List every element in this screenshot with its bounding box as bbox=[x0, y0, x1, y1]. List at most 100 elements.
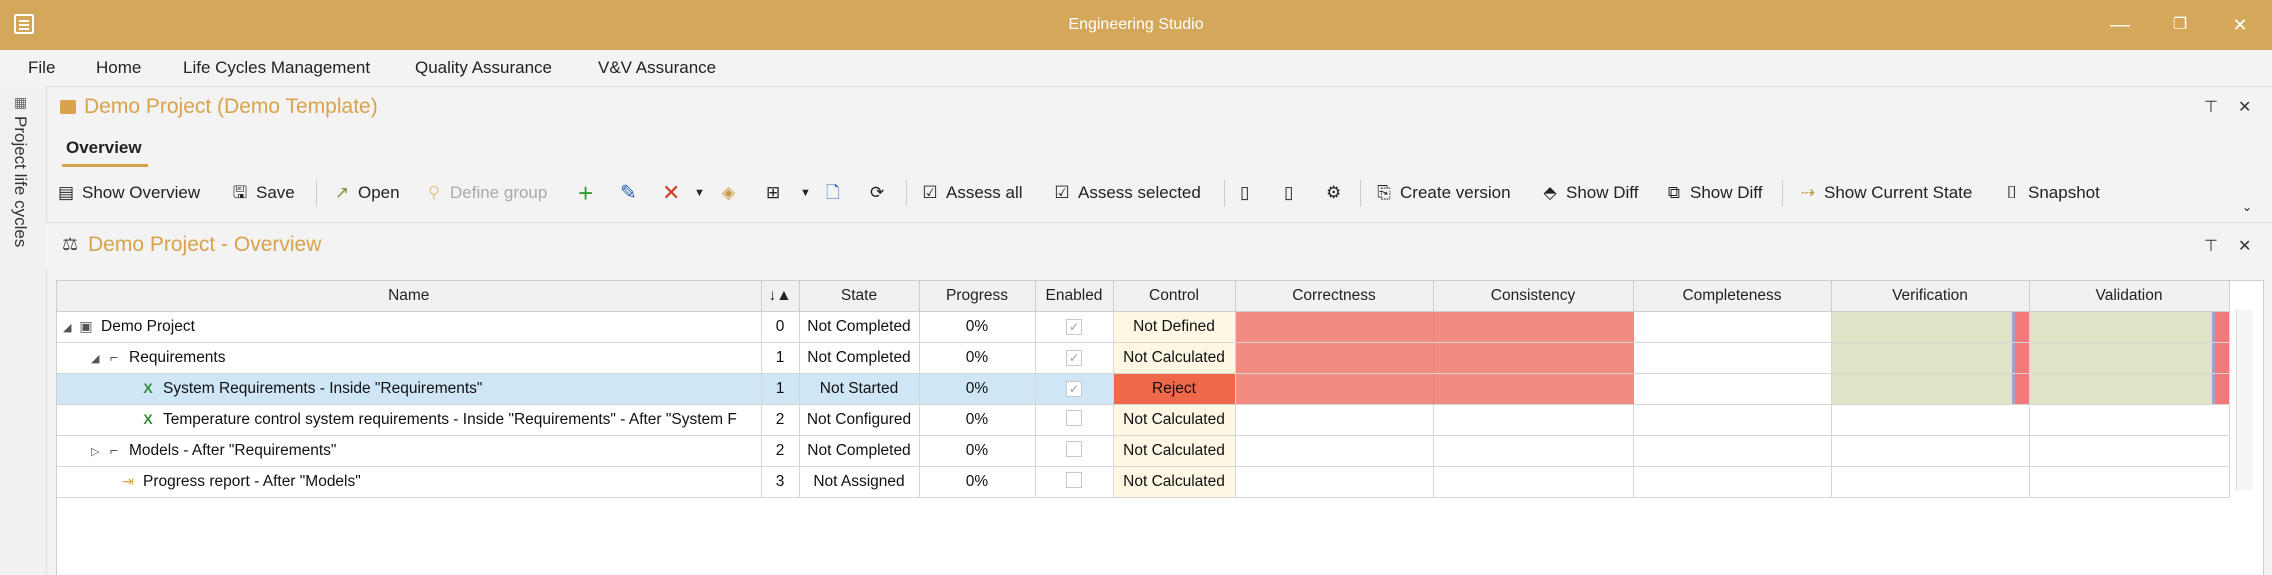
col-header-order[interactable]: ↓▲ bbox=[761, 281, 800, 312]
order-cell: 1 bbox=[761, 373, 800, 405]
show-diff-button-1[interactable]: ⬘ Show Diff bbox=[1542, 172, 1638, 214]
delete-icon[interactable]: ✕ bbox=[662, 180, 681, 205]
enabled-checkbox[interactable] bbox=[1066, 440, 1082, 457]
minimize-button[interactable]: — bbox=[2110, 14, 2130, 36]
camera-icon: ⌷ bbox=[2006, 183, 2018, 202]
restore-button[interactable]: ❐ bbox=[2172, 16, 2188, 33]
state-cell: Not Configured bbox=[799, 404, 920, 436]
correctness-cell bbox=[1235, 404, 1434, 436]
define-group-button[interactable]: ⚲ Define group bbox=[426, 172, 548, 214]
correctness-cell bbox=[1235, 373, 1434, 405]
consistency-cell bbox=[1433, 435, 1634, 467]
report-2-icon[interactable]: ▯ bbox=[1284, 183, 1294, 202]
overview-panel-icon: ⚖ bbox=[62, 234, 79, 254]
control-cell: Not Defined bbox=[1113, 311, 1236, 343]
overview-icon: ▤ bbox=[58, 183, 75, 202]
menu-vv-assurance[interactable]: V&V Assurance bbox=[598, 58, 717, 77]
snapshot-button[interactable]: ⌷ Snapshot bbox=[2004, 172, 2100, 214]
add-icon[interactable]: + bbox=[578, 178, 594, 208]
overview-grid: Name ↓▲ State Progress Enabled Control C… bbox=[56, 280, 2264, 575]
overview-pin-icon[interactable]: ⊤ bbox=[2204, 238, 2218, 255]
enabled-cell: ✓ bbox=[1035, 373, 1114, 405]
show-overview-button[interactable]: ▤ Show Overview bbox=[58, 172, 200, 214]
toolbar-separator bbox=[1224, 180, 1225, 206]
tab-overview[interactable]: Overview bbox=[66, 138, 142, 157]
col-header-name[interactable]: Name bbox=[57, 281, 762, 312]
table-row[interactable]: ◢ ▣ Demo Project 0 Not Completed 0% ✓ Not … bbox=[57, 311, 2230, 343]
open-button[interactable]: ↗ Open bbox=[334, 172, 400, 214]
tag-icon[interactable]: ◈ bbox=[722, 183, 736, 202]
menu-file[interactable]: File bbox=[28, 58, 56, 77]
consistency-cell bbox=[1433, 342, 1634, 374]
save-icon: 🖫 bbox=[232, 183, 248, 202]
name-cell[interactable]: ◢ ▣ Demo Project bbox=[57, 311, 762, 343]
col-header-correctness[interactable]: Correctness bbox=[1235, 281, 1434, 312]
project-panel-close-icon[interactable]: ✕ bbox=[2238, 99, 2252, 116]
state-cell: Not Completed bbox=[799, 342, 920, 374]
collapse-arrow-icon[interactable]: ◢ bbox=[63, 322, 72, 334]
menu-life-cycles-management[interactable]: Life Cycles Management bbox=[183, 58, 371, 77]
name-cell[interactable]: ▷ ⌐ Models - After "Requirements" bbox=[57, 435, 762, 467]
link-icon: ⚲ bbox=[427, 183, 441, 202]
grid-vertical-scrollbar[interactable] bbox=[2236, 310, 2253, 490]
close-button[interactable]: ✕ bbox=[2232, 15, 2248, 35]
edit-icon[interactable]: ✎ bbox=[620, 182, 637, 204]
table-row[interactable]: ▷ ⌐ Models - After "Requirements" 2 Not Co… bbox=[57, 435, 2230, 467]
state-cell: Not Started bbox=[799, 373, 920, 405]
show-diff-button-2[interactable]: ⧉ Show Diff bbox=[1666, 172, 1763, 214]
col-header-enabled[interactable]: Enabled bbox=[1035, 281, 1114, 312]
completeness-cell bbox=[1633, 466, 1832, 498]
toolbar-separator bbox=[316, 180, 317, 206]
move-icon[interactable]: ⊞ bbox=[766, 183, 781, 202]
tab-overview-underline bbox=[62, 164, 148, 167]
document-search-icon[interactable]: 🗋 bbox=[826, 183, 840, 202]
app-menu-icon[interactable] bbox=[14, 14, 34, 34]
refresh-icon[interactable]: ⟳ bbox=[870, 183, 885, 202]
show-current-state-button[interactable]: ⇢ Show Current State bbox=[1800, 172, 1972, 214]
create-version-button[interactable]: ⎘ Create version bbox=[1376, 172, 1510, 214]
assess-selected-button[interactable]: ☑ Assess selected bbox=[1054, 172, 1200, 214]
ribbon-expand-icon[interactable]: ⌄ bbox=[2242, 200, 2253, 214]
expand-arrow-icon[interactable]: ▷ bbox=[91, 446, 100, 458]
project-life-cycles-label[interactable]: Project life cycles bbox=[11, 116, 30, 248]
overview-close-icon[interactable]: ✕ bbox=[2238, 238, 2252, 255]
toolbar-separator bbox=[1360, 180, 1361, 206]
report-icon[interactable]: ▯ bbox=[1240, 183, 1250, 202]
completeness-cell bbox=[1633, 373, 1832, 405]
delete-dropdown-icon[interactable]: ▼ bbox=[694, 187, 705, 199]
name-cell[interactable]: X Temperature control system requirements… bbox=[57, 404, 762, 436]
table-row[interactable]: X Temperature control system requirements… bbox=[57, 404, 2230, 436]
enabled-checkbox[interactable] bbox=[1066, 471, 1082, 488]
project-life-cycles-strip[interactable]: ▦ Project life cycles bbox=[0, 86, 47, 574]
col-header-validation[interactable]: Validation bbox=[2029, 281, 2230, 312]
col-header-consistency[interactable]: Consistency bbox=[1433, 281, 1634, 312]
table-row[interactable]: ◢ ⌐ Requirements 1 Not Completed 0% ✓ Not … bbox=[57, 342, 2230, 374]
col-header-control[interactable]: Control bbox=[1113, 281, 1236, 312]
enabled-checkbox[interactable]: ✓ bbox=[1066, 350, 1082, 366]
enabled-checkbox[interactable]: ✓ bbox=[1066, 319, 1082, 335]
save-button[interactable]: 🖫 Save bbox=[232, 172, 295, 214]
pin-icon[interactable]: ⊤ bbox=[2204, 99, 2218, 116]
state-cell: Not Completed bbox=[799, 435, 920, 467]
col-header-verification[interactable]: Verification bbox=[1831, 281, 2030, 312]
col-header-progress[interactable]: Progress bbox=[919, 281, 1036, 312]
collapse-arrow-icon[interactable]: ◢ bbox=[91, 353, 100, 365]
table-row-selected[interactable]: X System Requirements - Inside "Requireme… bbox=[57, 373, 2230, 405]
enabled-checkbox[interactable] bbox=[1066, 409, 1082, 426]
move-dropdown-icon[interactable]: ▼ bbox=[800, 187, 811, 199]
enabled-cell: ✓ bbox=[1035, 342, 1114, 374]
enabled-checkbox[interactable]: ✓ bbox=[1066, 381, 1082, 397]
name-cell[interactable]: ⇥ Progress report - After "Models" bbox=[57, 466, 762, 498]
assess-all-button[interactable]: ☑ Assess all bbox=[922, 172, 1022, 214]
validation-cell bbox=[2029, 435, 2230, 467]
menu-quality-assurance[interactable]: Quality Assurance bbox=[415, 58, 553, 77]
folder-icon: ⌐ bbox=[109, 442, 119, 458]
menu-home[interactable]: Home bbox=[96, 58, 142, 77]
table-row[interactable]: ⇥ Progress report - After "Models" 3 Not … bbox=[57, 466, 2230, 498]
progress-cell: 0% bbox=[919, 435, 1036, 467]
col-header-state[interactable]: State bbox=[799, 281, 920, 312]
gear-icon[interactable]: ⚙ bbox=[1326, 183, 1342, 202]
col-header-completeness[interactable]: Completeness bbox=[1633, 281, 1832, 312]
name-cell[interactable]: X System Requirements - Inside "Requireme… bbox=[57, 373, 762, 405]
name-cell[interactable]: ◢ ⌐ Requirements bbox=[57, 342, 762, 374]
